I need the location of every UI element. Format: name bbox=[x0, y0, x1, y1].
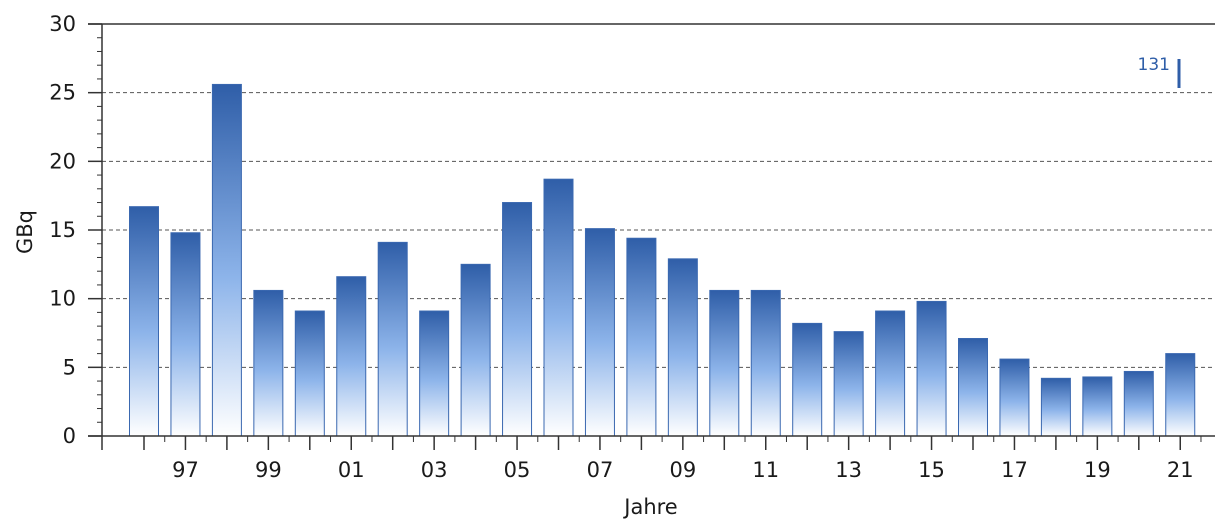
x-axis-label: Jahre bbox=[622, 495, 677, 519]
y-tick-label: 25 bbox=[49, 81, 76, 105]
bar-2009 bbox=[667, 258, 698, 437]
y-tick-label: 15 bbox=[49, 218, 76, 242]
y-tick-label: 0 bbox=[63, 424, 76, 448]
bar-2004 bbox=[460, 263, 491, 437]
x-tick-label: 11 bbox=[752, 458, 779, 482]
bar-2010 bbox=[709, 289, 740, 437]
bar-2016 bbox=[958, 337, 988, 437]
bar-2006 bbox=[543, 178, 574, 437]
bar-2017 bbox=[999, 358, 1030, 437]
bar-2003 bbox=[419, 310, 450, 437]
bar-2021 bbox=[1165, 353, 1196, 437]
y-tick-label: 10 bbox=[49, 287, 76, 311]
x-tick-label: 21 bbox=[1167, 458, 1194, 482]
bar-2008 bbox=[626, 237, 657, 437]
bar-1999 bbox=[253, 289, 284, 437]
bar-2018 bbox=[1040, 377, 1071, 437]
bar-1996 bbox=[129, 206, 159, 437]
y-tick-label: 30 bbox=[49, 12, 76, 36]
x-tick-label: 17 bbox=[1001, 458, 1028, 482]
x-tick-label: 07 bbox=[587, 458, 614, 482]
x-tick-label: 99 bbox=[255, 458, 282, 482]
bar-2014 bbox=[875, 310, 906, 437]
y-tick-label: 20 bbox=[49, 149, 76, 173]
x-tick-label: 03 bbox=[421, 458, 448, 482]
bar-2011 bbox=[750, 289, 781, 437]
bars bbox=[129, 83, 1196, 437]
bar-2001 bbox=[336, 276, 367, 437]
x-tick-label: 97 bbox=[172, 458, 199, 482]
bar-2000 bbox=[294, 310, 325, 437]
bar-2007 bbox=[584, 228, 615, 437]
bar-1998 bbox=[211, 83, 242, 437]
x-tick-label: 15 bbox=[918, 458, 945, 482]
x-tick-label: 19 bbox=[1084, 458, 1111, 482]
bar-2005 bbox=[502, 202, 533, 437]
grid-lines bbox=[102, 92, 1215, 368]
annotation-label: 131 bbox=[1138, 55, 1170, 75]
x-tick-label: 13 bbox=[835, 458, 862, 482]
bar-2012 bbox=[792, 322, 823, 437]
bar-2015 bbox=[916, 300, 947, 437]
y-tick-label: 5 bbox=[63, 355, 76, 379]
bar-2020 bbox=[1123, 370, 1154, 437]
axes bbox=[88, 23, 1215, 450]
bar-2002 bbox=[377, 241, 408, 437]
x-tick-label: 01 bbox=[338, 458, 365, 482]
y-axis-label: GBq bbox=[13, 210, 37, 254]
bar-2019 bbox=[1082, 376, 1113, 437]
bar-1997 bbox=[170, 232, 201, 437]
x-tick-label: 05 bbox=[504, 458, 531, 482]
bar-2013 bbox=[833, 331, 864, 437]
x-tick-label: 09 bbox=[669, 458, 696, 482]
